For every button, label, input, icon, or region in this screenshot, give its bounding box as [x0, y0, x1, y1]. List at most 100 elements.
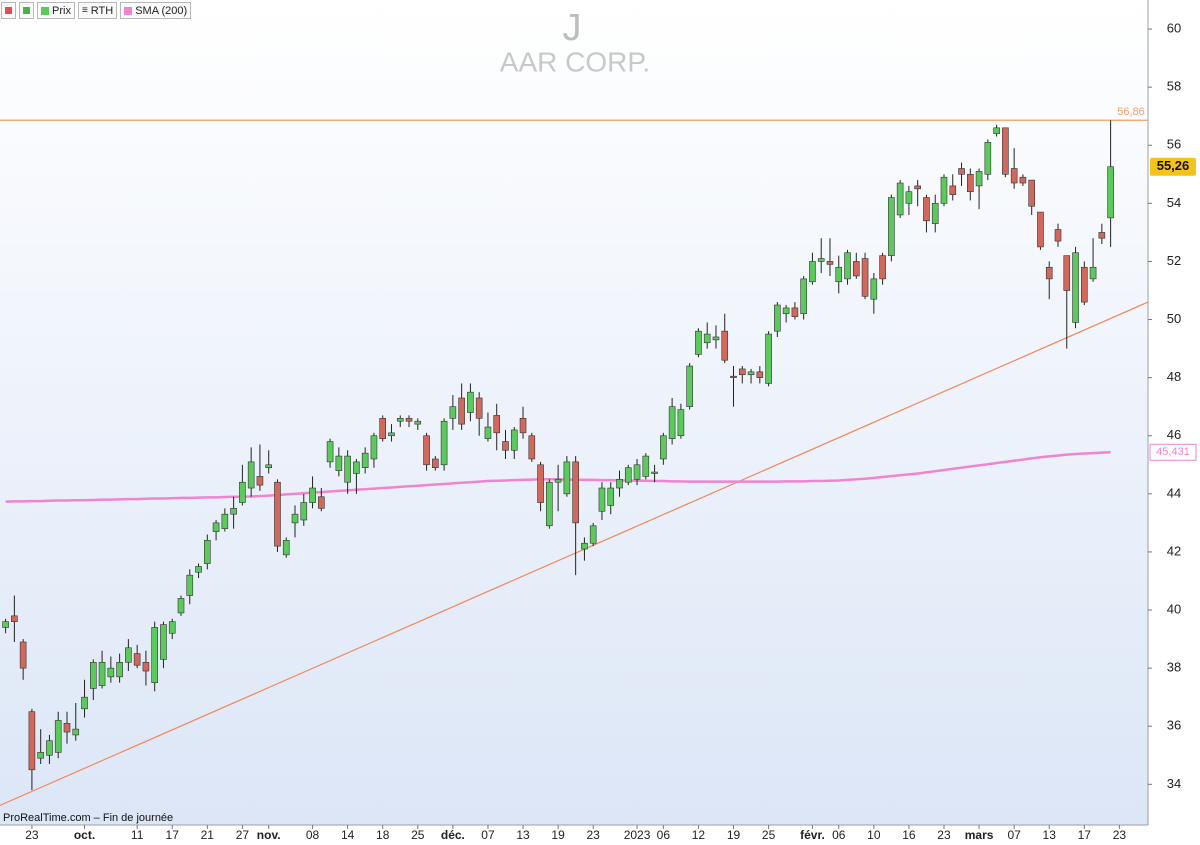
candle-body	[282, 540, 290, 556]
candle	[528, 432, 536, 462]
candle	[844, 249, 851, 285]
candle-body	[510, 429, 518, 451]
x-tick-label: 13	[516, 828, 530, 842]
candle-body	[1002, 127, 1009, 175]
candle	[370, 432, 378, 468]
x-tick-label: 21	[201, 828, 215, 842]
candle	[98, 650, 106, 689]
x-tick-label: 11	[131, 828, 144, 842]
candle-body	[230, 508, 237, 515]
chart-subtitle: AAR CORP.	[500, 46, 650, 77]
candle-body	[212, 522, 220, 532]
candle-body	[239, 481, 246, 503]
candle-body	[870, 278, 878, 300]
candle	[607, 482, 615, 515]
candle-body	[677, 409, 685, 437]
candle-body	[730, 375, 737, 378]
candle	[589, 522, 597, 547]
x-tick-label: 10	[867, 828, 881, 842]
candle-body	[1019, 176, 1027, 184]
x-tick-label: 14	[341, 828, 355, 842]
x-tick-label: 2023	[624, 828, 651, 842]
candle	[703, 322, 711, 349]
candle-body	[54, 720, 62, 753]
candle-body	[265, 464, 273, 468]
x-tick-label: déc.	[441, 828, 465, 842]
legend-swatch	[41, 6, 49, 15]
candle-body	[712, 336, 720, 341]
candle-body	[1098, 232, 1106, 239]
candle	[809, 252, 816, 285]
candle	[721, 313, 729, 364]
candle	[975, 168, 983, 210]
level-label: 56,86	[1117, 106, 1145, 118]
toolbar-button[interactable]	[1, 2, 16, 19]
candle	[1045, 261, 1053, 300]
candle	[186, 569, 194, 605]
candle	[1019, 174, 1027, 186]
legend-item[interactable]: SMA (200)	[120, 2, 192, 19]
candle-body	[721, 330, 729, 361]
x-tick-label: 18	[376, 828, 390, 842]
candle	[72, 702, 80, 741]
candle-body	[923, 197, 930, 222]
y-tick-label: 42	[1167, 543, 1181, 558]
candle	[852, 252, 860, 279]
candle	[204, 534, 211, 570]
candle	[142, 650, 150, 686]
candle	[800, 275, 807, 320]
candle	[247, 447, 255, 497]
candle	[151, 621, 158, 692]
icon: ≡	[81, 5, 88, 16]
candle	[116, 653, 123, 683]
candle-body	[738, 368, 746, 376]
toolbar-button[interactable]	[19, 2, 34, 19]
candle-body	[589, 525, 597, 544]
candle-body	[695, 330, 702, 355]
x-tick-label: 25	[411, 828, 425, 842]
candle	[1089, 238, 1097, 282]
candle	[817, 238, 825, 274]
candle-body	[519, 418, 527, 434]
candle-body	[546, 481, 553, 527]
candle-body	[668, 406, 676, 439]
candle	[949, 174, 957, 201]
candle-body	[809, 261, 816, 283]
candle-body	[274, 481, 281, 547]
candle	[475, 392, 483, 436]
candle	[1054, 223, 1062, 247]
candle-body	[905, 191, 913, 204]
candle-body	[1054, 229, 1062, 242]
candle	[660, 432, 667, 465]
candle	[81, 679, 88, 718]
candle	[423, 432, 430, 471]
candle	[195, 563, 202, 579]
candle	[396, 415, 404, 428]
candle-body	[388, 432, 395, 437]
candle-body	[817, 258, 825, 262]
candle-body	[660, 435, 667, 460]
candle	[896, 180, 904, 218]
toolbar-button[interactable]: ≡ RTH	[77, 2, 118, 19]
candle	[738, 366, 746, 384]
candle-body	[151, 627, 158, 683]
candle-body	[958, 168, 965, 175]
candle-body	[861, 258, 869, 297]
candle	[870, 273, 878, 314]
x-tick-label: 19	[727, 828, 741, 842]
candle-body	[458, 397, 465, 425]
legend-item[interactable]: Prix	[37, 2, 75, 19]
x-tick-label: 08	[306, 828, 320, 842]
candle-body	[318, 496, 325, 509]
candle	[879, 252, 886, 285]
candle	[642, 453, 650, 480]
candle	[914, 180, 921, 207]
footer: ProRealTime.com – Fin de journée	[3, 812, 173, 824]
x-tick-label: 23	[937, 828, 951, 842]
candle	[651, 464, 658, 483]
candle-body	[1010, 168, 1018, 184]
candle	[826, 238, 834, 276]
candle-body	[765, 333, 772, 384]
candle-body	[396, 418, 404, 422]
candle-body	[1081, 266, 1088, 303]
